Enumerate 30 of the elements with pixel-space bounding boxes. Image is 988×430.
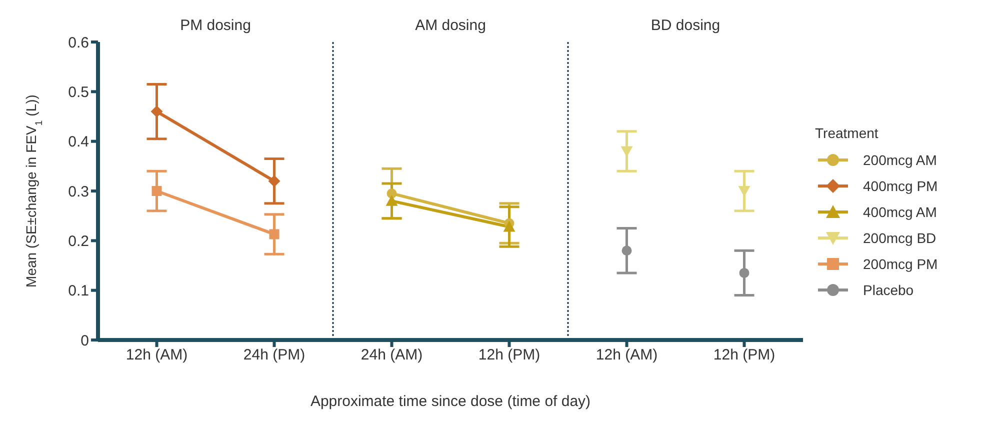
point bbox=[152, 186, 162, 196]
text: AM dosing bbox=[415, 17, 486, 34]
legend-label: Placebo bbox=[863, 282, 914, 298]
x-tick-label: 12h (AM) bbox=[126, 346, 188, 364]
legend-label: 400mcg AM bbox=[863, 204, 937, 220]
legend-label: 400mcg PM bbox=[863, 178, 938, 194]
x-tick-label: 12h (PM) bbox=[713, 346, 776, 364]
y-tick-label: 0.1 bbox=[68, 282, 89, 300]
x-tick-label: 24h (PM) bbox=[243, 346, 306, 364]
y-tick-label: 0.6 bbox=[68, 34, 89, 52]
text: BD dosing bbox=[650, 17, 720, 34]
text: PM dosing bbox=[180, 17, 251, 34]
y-tick-label: 0.5 bbox=[68, 84, 89, 101]
legend-label: 200mcg BD bbox=[863, 230, 936, 246]
legend-label: 200mcg PM bbox=[863, 256, 938, 272]
x-axis-title: Approximate time since dose (time of day) bbox=[310, 393, 591, 410]
point bbox=[269, 229, 280, 240]
point bbox=[739, 268, 750, 278]
y-tick-label: 0 bbox=[80, 332, 89, 350]
y-tick-label: 0.2 bbox=[68, 232, 89, 250]
y-tick-label: 0.3 bbox=[68, 183, 89, 200]
point bbox=[622, 246, 632, 256]
point bbox=[150, 106, 163, 118]
legend-title: Treatment bbox=[815, 125, 880, 141]
legend-label: 200mcg AM bbox=[863, 152, 937, 168]
x-tick-label: 12h (AM) bbox=[596, 346, 658, 364]
x-tick-label: 24h (AM) bbox=[360, 346, 423, 364]
x-tick-label: 12h (PM) bbox=[478, 346, 540, 364]
point bbox=[268, 175, 280, 188]
y-tick-label: 0.4 bbox=[68, 134, 89, 151]
